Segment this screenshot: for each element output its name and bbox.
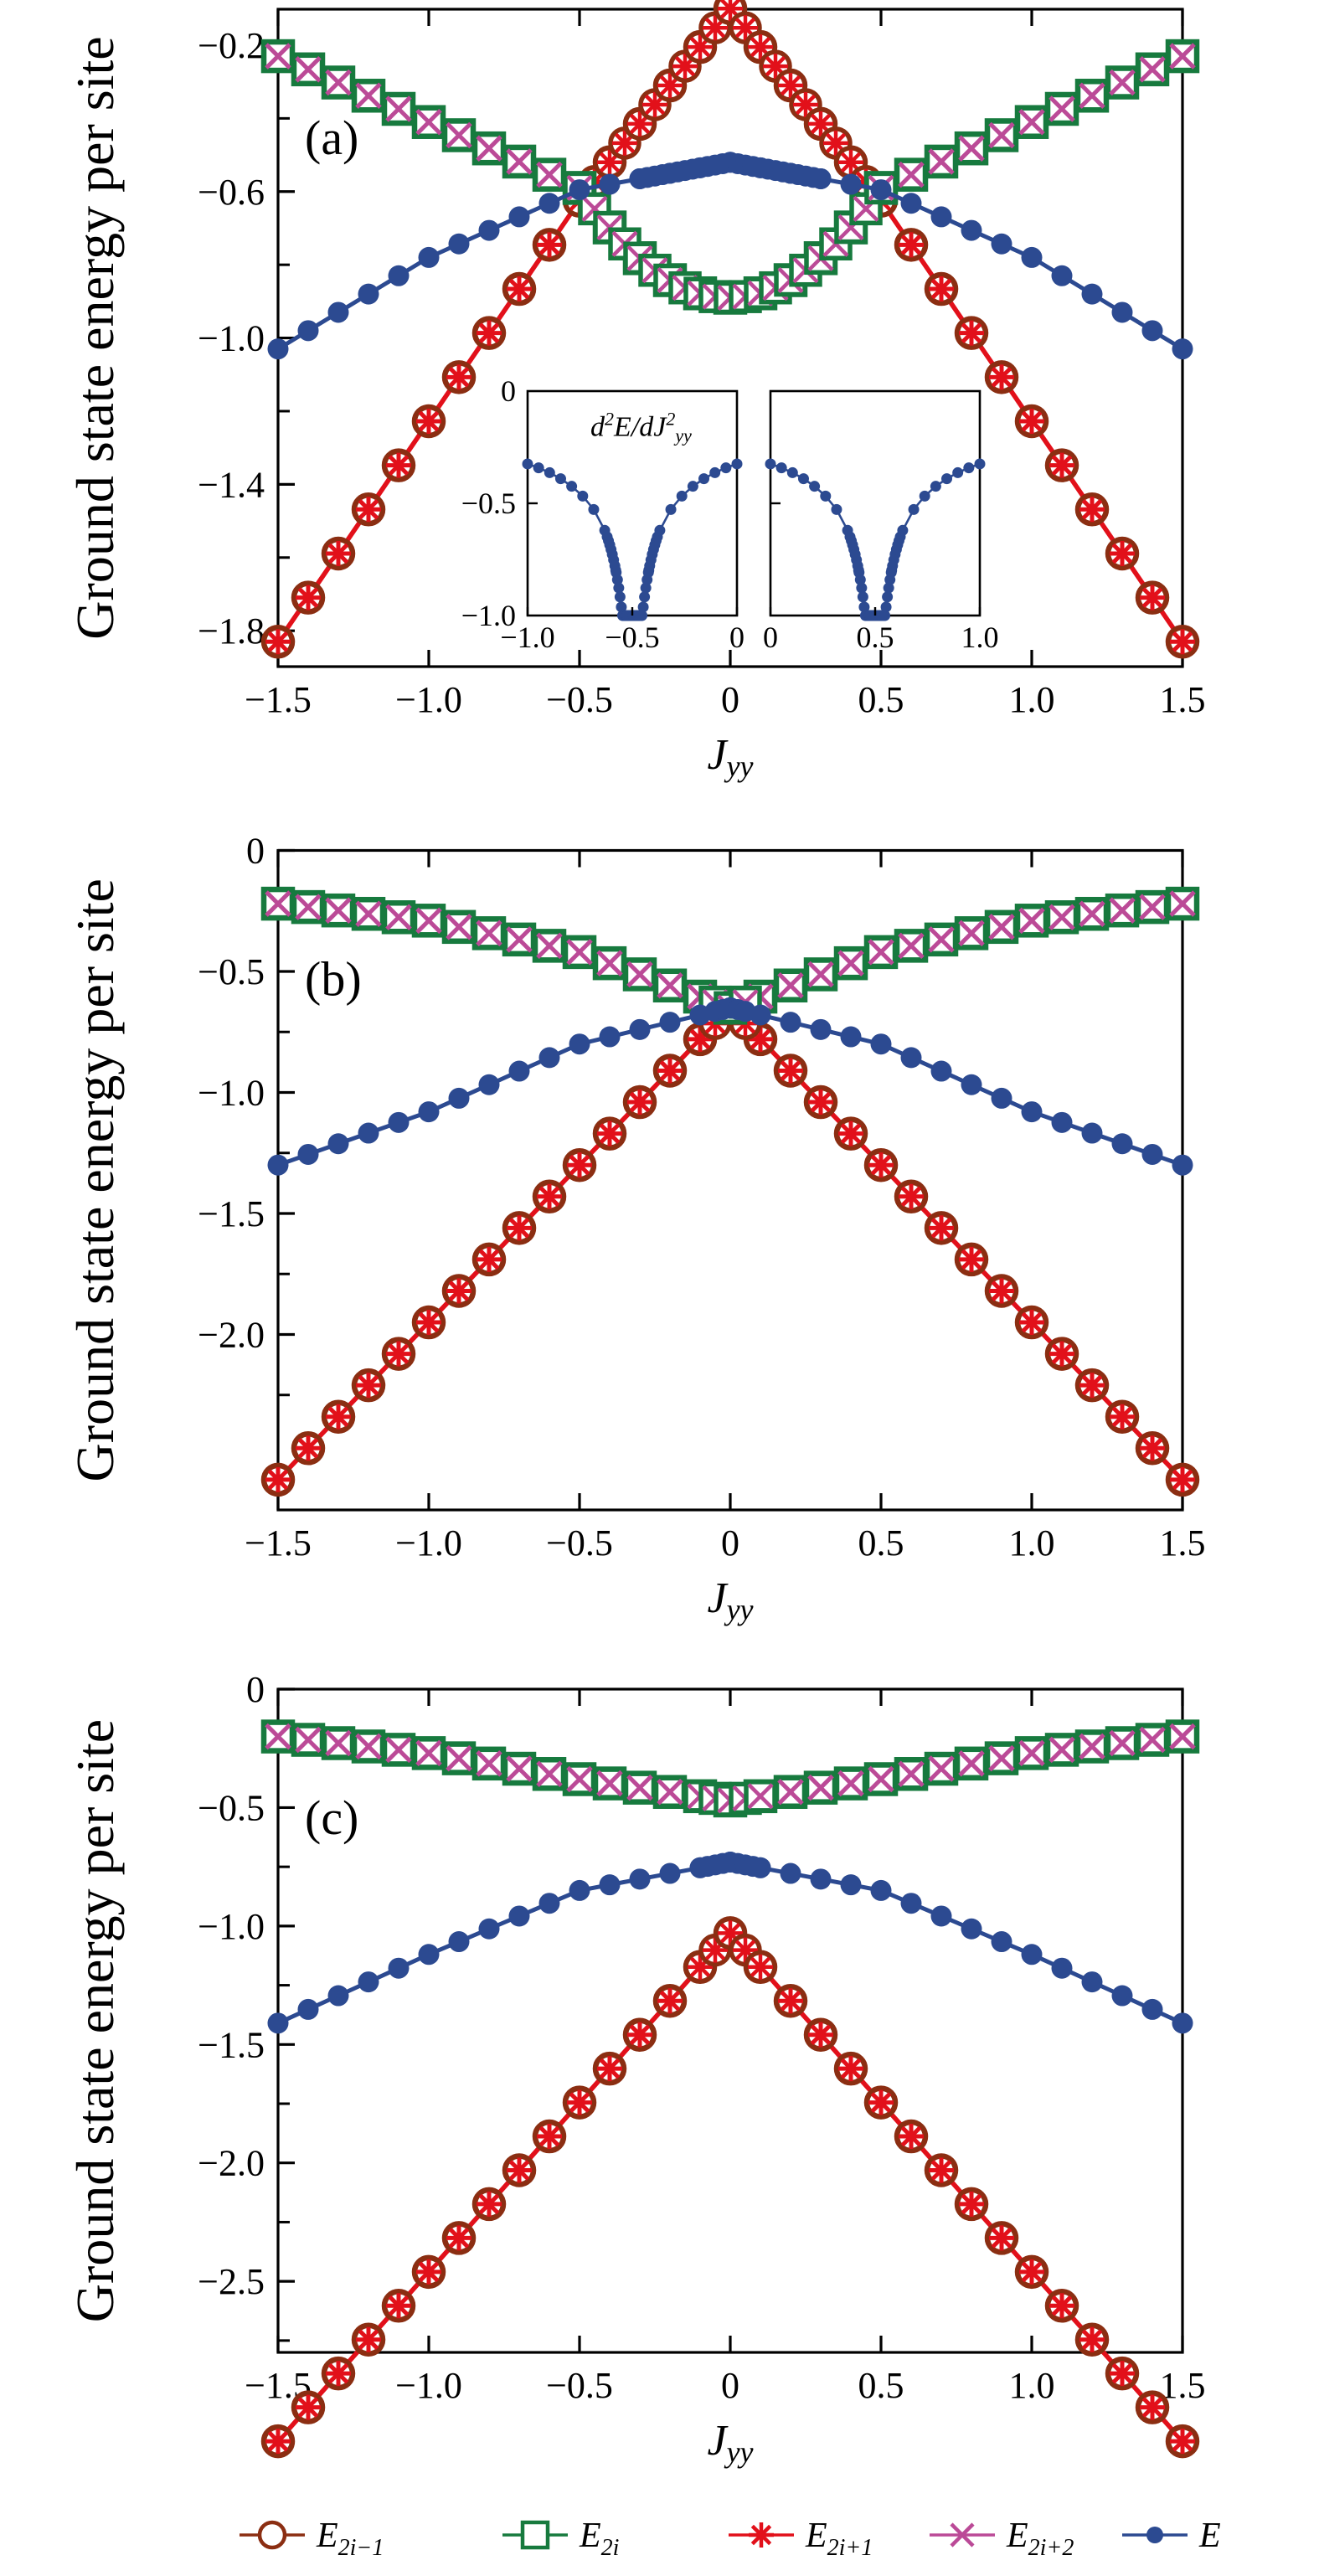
svg-text:(a): (a) (305, 111, 358, 165)
svg-text:−0.2: −0.2 (198, 25, 265, 66)
svg-text:0.5: 0.5 (858, 1522, 904, 1564)
svg-text:1.0: 1.0 (961, 621, 999, 654)
svg-text:−1.5: −1.5 (245, 1522, 312, 1564)
svg-text:−1.0: −1.0 (461, 599, 516, 632)
svg-text:−1.5: −1.5 (198, 1193, 265, 1234)
svg-text:Ground state energy per site: Ground state energy per site (65, 36, 125, 639)
svg-text:−0.5: −0.5 (198, 1787, 265, 1828)
svg-text:1.5: 1.5 (1160, 679, 1206, 720)
svg-text:(b): (b) (305, 952, 362, 1007)
svg-text:0: 0 (729, 621, 745, 654)
svg-text:−1.0: −1.0 (198, 318, 265, 359)
svg-text:0.5: 0.5 (857, 621, 894, 654)
svg-text:0.5: 0.5 (858, 2365, 904, 2406)
svg-text:1.0: 1.0 (1009, 679, 1055, 720)
svg-text:−1.0: −1.0 (395, 1522, 462, 1564)
svg-text:−0.5: −0.5 (198, 951, 265, 992)
svg-text:0: 0 (246, 831, 265, 872)
svg-text:−1.5: −1.5 (245, 679, 312, 720)
svg-text:0: 0 (721, 1522, 739, 1564)
svg-text:0: 0 (501, 374, 516, 408)
svg-text:−2.0: −2.0 (198, 2143, 265, 2184)
svg-text:−0.5: −0.5 (605, 621, 659, 654)
svg-text:−0.6: −0.6 (198, 172, 265, 213)
svg-text:−0.5: −0.5 (546, 679, 613, 720)
svg-text:Ground state energy per site: Ground state energy per site (65, 878, 125, 1481)
svg-text:E: E (1198, 2517, 1221, 2555)
svg-text:(c): (c) (305, 1790, 358, 1845)
svg-text:1.5: 1.5 (1160, 1522, 1206, 1564)
svg-text:−1.5: −1.5 (198, 2024, 265, 2065)
svg-text:−0.5: −0.5 (546, 1522, 613, 1564)
svg-text:−0.5: −0.5 (461, 487, 516, 520)
svg-text:Ground state energy per site: Ground state energy per site (65, 1719, 125, 2322)
svg-text:−1.8: −1.8 (198, 611, 265, 652)
svg-text:−0.5: −0.5 (546, 2365, 613, 2406)
svg-text:0.5: 0.5 (858, 679, 904, 720)
svg-text:−2.5: −2.5 (198, 2261, 265, 2302)
svg-text:−1.0: −1.0 (395, 679, 462, 720)
svg-text:−1.4: −1.4 (198, 464, 265, 505)
svg-text:0: 0 (246, 1669, 265, 1710)
svg-text:0: 0 (721, 2365, 739, 2406)
svg-text:−1.0: −1.0 (198, 1906, 265, 1947)
svg-text:1.0: 1.0 (1009, 1522, 1055, 1564)
svg-text:0: 0 (763, 621, 778, 654)
svg-text:−1.0: −1.0 (198, 1072, 265, 1113)
svg-text:−2.0: −2.0 (198, 1314, 265, 1355)
svg-text:1.0: 1.0 (1009, 2365, 1055, 2406)
svg-text:0: 0 (721, 679, 739, 720)
svg-text:−1.0: −1.0 (395, 2365, 462, 2406)
